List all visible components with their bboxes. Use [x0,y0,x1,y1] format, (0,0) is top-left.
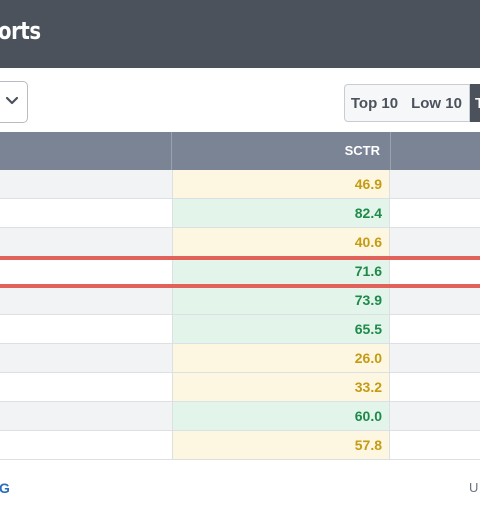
sctr-value: 73.9 [172,286,390,314]
table-row[interactable]: 40.6 [0,228,480,257]
sctr-value: 26.0 [172,344,390,372]
group-select[interactable] [0,81,28,123]
top-10-button[interactable]: Top 10 [344,84,405,122]
page-title: orts [0,17,41,45]
column-divider [390,132,391,170]
table-body: 46.9 82.4 40.6 71.6 73.9 65.5 26.0 33.2 60.0 57.8 [0,170,480,460]
sctr-value: 57.8 [172,431,390,459]
table-row[interactable]: 57.8 [0,431,480,460]
chevron-down-icon [5,96,19,105]
table-row[interactable]: 82.4 [0,199,480,228]
table-header: SCTR [0,132,480,170]
low-10-button[interactable]: Low 10 [404,84,470,122]
table-row[interactable]: 65.5 [0,315,480,344]
sctr-column-header[interactable]: SCTR [344,143,380,158]
table-row[interactable]: 73.9 [0,286,480,315]
third-segment-button[interactable]: T [470,84,480,122]
footer-link[interactable]: G [0,480,10,496]
table-row[interactable]: 46.9 [0,170,480,199]
sctr-value: 33.2 [172,373,390,401]
sctr-value: 60.0 [172,402,390,430]
table-row[interactable]: 71.6 [0,257,480,286]
sctr-value: 65.5 [172,315,390,343]
footer-text: U [469,480,479,495]
table-row[interactable]: 60.0 [0,402,480,431]
sctr-value: 40.6 [172,228,390,256]
sctr-value: 71.6 [172,257,390,285]
page-header: orts [0,0,480,68]
table-row[interactable]: 26.0 [0,344,480,373]
column-divider [171,132,172,170]
table-row[interactable]: 33.2 [0,373,480,402]
sctr-value: 82.4 [172,199,390,227]
sctr-value: 46.9 [172,170,390,198]
